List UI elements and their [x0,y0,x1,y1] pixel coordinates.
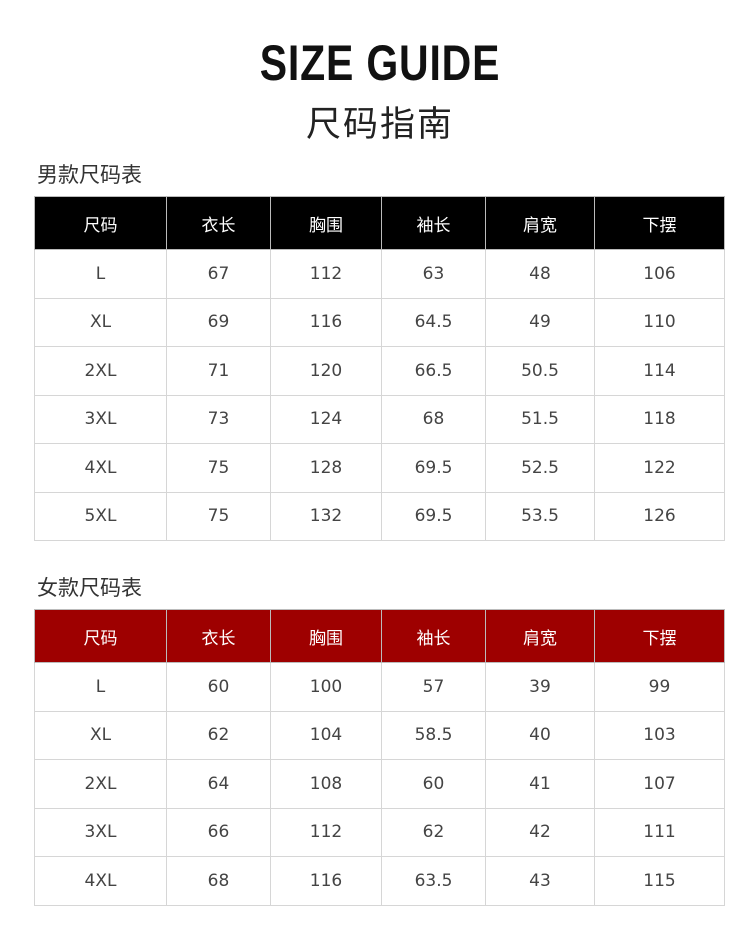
table-cell: 115 [594,856,725,906]
column-header: 下摆 [594,196,725,250]
table-row: L 60 100 57 39 99 [34,662,725,712]
table-cell: 116 [270,856,382,906]
table-row: 4XL 68 116 63.5 43 115 [34,856,725,906]
table-cell: 128 [270,443,382,493]
table-cell: 66 [166,807,271,857]
table-cell: 100 [270,662,382,712]
column-header: 肩宽 [485,609,595,663]
table-row: 3XL 66 112 62 42 111 [34,807,725,857]
table-cell: 112 [270,807,382,857]
column-header: 尺码 [34,196,167,250]
table-row: 2XL 64 108 60 41 107 [34,759,725,809]
table-cell: 75 [166,443,271,493]
table-cell: 57 [381,662,486,712]
table-cell: 2XL [34,346,167,396]
table-cell: 107 [594,759,725,809]
table-cell: 111 [594,807,725,857]
table-cell: 39 [485,662,595,712]
table-cell: 63.5 [381,856,486,906]
men-table-label: 男款尺码表 [37,163,142,187]
table-cell: 2XL [34,759,167,809]
table-cell: 62 [166,710,271,760]
table-row: XL 62 104 58.5 40 103 [34,710,725,760]
page-title: SIZE GUIDE [259,35,501,91]
table-cell: 3XL [34,807,167,857]
table-cell: 49 [485,297,595,347]
table-cell: 122 [594,443,725,493]
header-row: 尺码 衣长 胸围 袖长 肩宽 下摆 [34,609,725,663]
column-header: 尺码 [34,609,167,663]
table-cell: 71 [166,346,271,396]
table-row: 3XL 73 124 68 51.5 118 [34,394,725,444]
table-cell: 64.5 [381,297,486,347]
table-cell: 69.5 [381,491,486,541]
table-cell: 4XL [34,443,167,493]
table-cell: 112 [270,249,382,299]
table-cell: 66.5 [381,346,486,396]
table-cell: 114 [594,346,725,396]
table-cell: 43 [485,856,595,906]
column-header: 衣长 [166,609,271,663]
table-cell: 68 [166,856,271,906]
column-header: 下摆 [594,609,725,663]
table-row: 2XL 71 120 66.5 50.5 114 [34,346,725,396]
column-header: 胸围 [270,196,382,250]
table-row: XL 69 116 64.5 49 110 [34,297,725,347]
table-row: 5XL 75 132 69.5 53.5 126 [34,491,725,541]
table-cell: L [34,662,167,712]
women-table-label: 女款尺码表 [37,576,142,600]
table-cell: XL [34,710,167,760]
column-header: 衣长 [166,196,271,250]
column-header: 肩宽 [485,196,595,250]
table-cell: 48 [485,249,595,299]
table-cell: 104 [270,710,382,760]
table-cell: 4XL [34,856,167,906]
table-cell: 60 [381,759,486,809]
page-subtitle: 尺码指南 [305,105,454,145]
table-cell: 75 [166,491,271,541]
women-size-table: 尺码 衣长 胸围 袖长 肩宽 下摆 L 60 100 57 39 99 XL 62 104 58.5 40 103… [34,609,725,906]
table-cell: 99 [594,662,725,712]
table-cell: 73 [166,394,271,444]
table-cell: 3XL [34,394,167,444]
table-cell: 120 [270,346,382,396]
table-cell: 126 [594,491,725,541]
table-cell: 68 [381,394,486,444]
table-cell: 132 [270,491,382,541]
table-cell: 51.5 [485,394,595,444]
table-cell: 118 [594,394,725,444]
table-cell: 52.5 [485,443,595,493]
table-cell: 5XL [34,491,167,541]
table-cell: 69.5 [381,443,486,493]
table-cell: 41 [485,759,595,809]
table-cell: 116 [270,297,382,347]
table-cell: 53.5 [485,491,595,541]
table-cell: 58.5 [381,710,486,760]
table-cell: 64 [166,759,271,809]
header-row: 尺码 衣长 胸围 袖长 肩宽 下摆 [34,196,725,250]
table-cell: XL [34,297,167,347]
table-cell: 40 [485,710,595,760]
column-header: 袖长 [381,196,486,250]
table-cell: 62 [381,807,486,857]
table-cell: 106 [594,249,725,299]
table-cell: 110 [594,297,725,347]
table-cell: 67 [166,249,271,299]
table-cell: 108 [270,759,382,809]
table-cell: 103 [594,710,725,760]
column-header: 袖长 [381,609,486,663]
table-cell: 124 [270,394,382,444]
table-row: L 67 112 63 48 106 [34,249,725,299]
table-cell: L [34,249,167,299]
table-cell: 60 [166,662,271,712]
men-size-table: 尺码 衣长 胸围 袖长 肩宽 下摆 L 67 112 63 48 106 XL 69 116 64.5 49 11… [34,196,725,541]
table-cell: 69 [166,297,271,347]
table-row: 4XL 75 128 69.5 52.5 122 [34,443,725,493]
table-cell: 42 [485,807,595,857]
table-cell: 50.5 [485,346,595,396]
table-cell: 63 [381,249,486,299]
column-header: 胸围 [270,609,382,663]
